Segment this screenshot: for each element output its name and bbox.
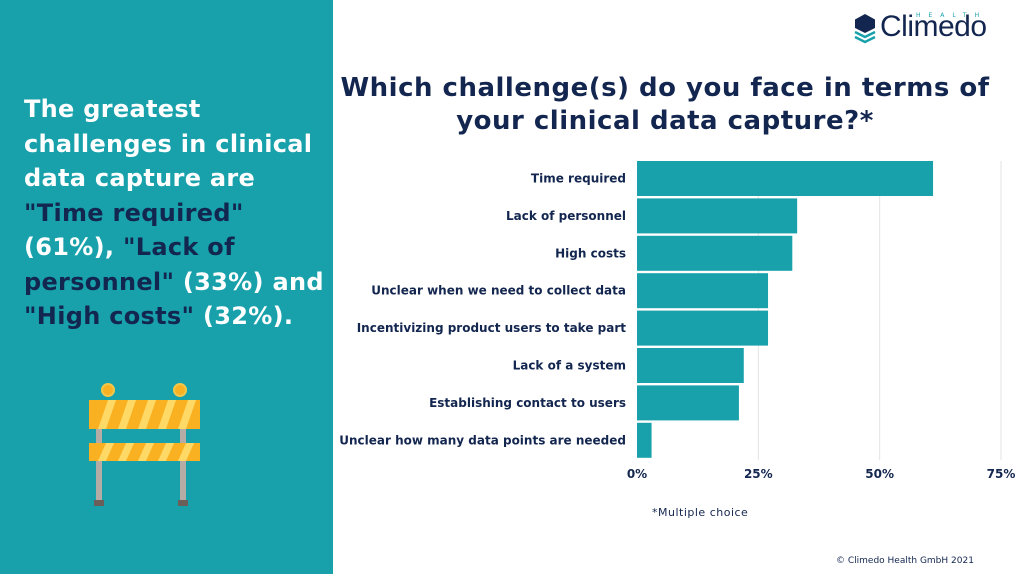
x-tick-label: 50% <box>865 467 894 481</box>
category-label: Unclear when we need to collect data <box>371 284 626 298</box>
logo-hexagon-icon <box>854 14 876 44</box>
category-label: Unclear how many data points are needed <box>339 433 626 447</box>
x-tick-label: 25% <box>744 467 773 481</box>
summary-part: "Time required" <box>24 198 244 227</box>
logo-wordmark: Climedo <box>880 10 987 43</box>
summary-part: The greatest challenges in clinical data… <box>24 95 313 192</box>
summary-part: "High costs" <box>24 302 195 330</box>
bar <box>637 198 798 234</box>
x-tick-label: 75% <box>987 467 1016 481</box>
category-label: High costs <box>555 246 626 260</box>
category-label: Establishing contact to users <box>429 396 626 410</box>
summary-part: (32%). <box>194 302 294 330</box>
summary-panel: The greatest challenges in clinical data… <box>0 0 333 574</box>
copyright: © Climedo Health GmbH 2021 <box>836 556 974 566</box>
chart-title: Which challenge(s) do you face in terms … <box>340 73 990 136</box>
bar <box>637 310 769 346</box>
summary-part: "Lack of personnel" <box>24 233 235 296</box>
summary-part: (61%), <box>24 233 123 261</box>
bar <box>637 385 739 421</box>
bar <box>637 273 769 309</box>
bar <box>637 161 934 196</box>
bar <box>637 422 652 458</box>
summary-text: The greatest challenges in clinical data… <box>24 92 329 334</box>
x-tick-label: 0% <box>627 467 647 481</box>
category-label: Lack of a system <box>513 359 626 373</box>
category-label: Time required <box>531 172 626 186</box>
category-label: Incentivizing product users to take part <box>357 321 627 335</box>
category-label: Lack of personnel <box>506 209 626 223</box>
bar <box>637 348 744 383</box>
logo-subtext: HEALTH <box>916 12 988 19</box>
footnote: *Multiple choice <box>652 506 749 519</box>
climedo-logo: HEALTH Climedo <box>852 10 1012 48</box>
bar <box>637 235 793 271</box>
summary-part: (33%) and <box>174 267 324 296</box>
road-barrier-icon <box>89 383 200 506</box>
